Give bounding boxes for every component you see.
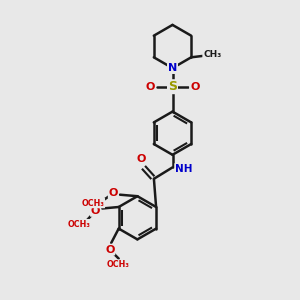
Text: OCH₃: OCH₃ <box>82 199 104 208</box>
Text: CH₃: CH₃ <box>203 50 221 59</box>
Text: OCH₃: OCH₃ <box>106 260 129 269</box>
Text: N: N <box>168 63 177 73</box>
Text: S: S <box>168 80 177 93</box>
Text: OCH₃: OCH₃ <box>68 220 90 229</box>
Text: O: O <box>146 82 155 92</box>
Text: O: O <box>190 82 200 92</box>
Text: NH: NH <box>175 164 193 174</box>
Text: O: O <box>91 206 100 216</box>
Text: O: O <box>109 188 118 198</box>
Text: O: O <box>136 154 146 164</box>
Text: O: O <box>105 244 114 255</box>
